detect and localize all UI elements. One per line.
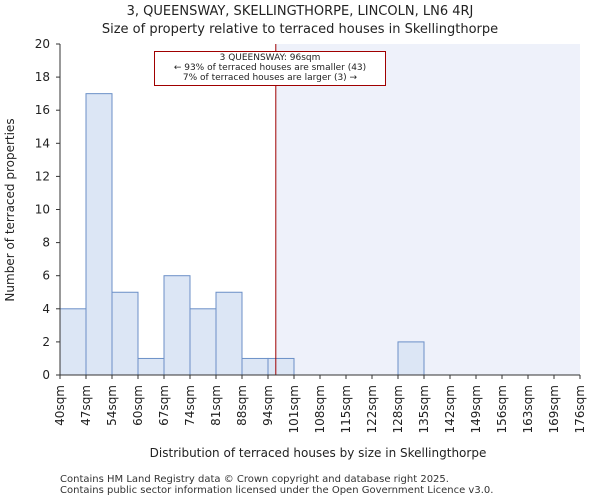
chart-title: 3, QUEENSWAY, SKELLINGTHORPE, LINCOLN, L…	[126, 4, 474, 19]
y-tick-label-2: 2	[42, 335, 50, 349]
x-tick-label-54sqm: 54sqm	[105, 385, 119, 426]
bar-88sqm	[241, 357, 269, 376]
x-tick-label-88sqm: 88sqm	[235, 385, 249, 426]
larger-properties-region	[275, 44, 580, 375]
x-tick-label-108sqm: 108sqm	[313, 385, 327, 433]
y-tick-label-6: 6	[42, 269, 50, 283]
x-tick-label-176sqm: 176sqm	[573, 385, 587, 433]
footer-copyright: Contains HM Land Registry data © Crown c…	[60, 474, 449, 485]
x-tick-label-47sqm: 47sqm	[79, 385, 93, 426]
y-tick-label-20: 20	[35, 37, 50, 51]
y-tick-label-16: 16	[35, 103, 50, 117]
bar-60sqm	[137, 357, 165, 376]
y-tick-label-8: 8	[42, 236, 50, 250]
x-axis-label: Distribution of terraced houses by size …	[150, 446, 487, 460]
bar-67sqm	[163, 275, 191, 376]
x-tick-label-60sqm: 60sqm	[131, 385, 145, 426]
x-tick-label-142sqm: 142sqm	[443, 385, 457, 433]
annotation-larger: 7% of terraced houses are larger (3) →	[182, 73, 358, 83]
x-tick-label-163sqm: 163sqm	[521, 385, 535, 433]
bar-74sqm	[189, 308, 217, 376]
x-tick-label-122sqm: 122sqm	[365, 385, 379, 433]
annotation-title: 3 QUEENSWAY: 96sqm	[219, 53, 321, 63]
x-tick-label-149sqm: 149sqm	[469, 385, 483, 433]
x-tick-label-169sqm: 169sqm	[547, 385, 561, 433]
y-tick-label-4: 4	[42, 302, 50, 316]
bar-54sqm	[111, 291, 139, 376]
bar-81sqm	[215, 291, 243, 376]
x-tick-label-74sqm: 74sqm	[183, 385, 197, 426]
bar-94sqm	[267, 357, 295, 376]
property-annotation: 3 QUEENSWAY: 96sqm ← 93% of terraced hou…	[154, 51, 386, 86]
bar-40sqm	[59, 308, 87, 376]
x-tick-label-101sqm: 101sqm	[287, 385, 301, 433]
highlight-region	[275, 44, 580, 375]
axes: 0 2 4 6 8 10 12 14 16 18 20 40sqm 47sqm 54sqm 60sqm 67s…	[35, 37, 587, 433]
x-tick-label-67sqm: 67sqm	[157, 385, 171, 426]
x-tick-label-128sqm: 128sqm	[391, 385, 405, 433]
annotation-smaller: ← 93% of terraced houses are smaller (43…	[173, 63, 367, 73]
y-tick-label-12: 12	[35, 169, 50, 183]
y-tick-label-0: 0	[42, 368, 50, 382]
y-axis-label: Number of terraced properties	[3, 118, 17, 301]
bar-47sqm	[85, 93, 113, 376]
footer: Contains HM Land Registry data © Crown c…	[60, 474, 493, 496]
y-tick-label-10: 10	[35, 203, 50, 217]
y-tick-label-18: 18	[35, 70, 50, 84]
x-tick-label-94sqm: 94sqm	[261, 385, 275, 426]
x-tick-label-40sqm: 40sqm	[53, 385, 67, 426]
chart-subtitle: Size of property relative to terraced ho…	[101, 22, 499, 37]
bar-128sqm	[397, 341, 425, 376]
bars	[59, 93, 425, 376]
x-tick-label-135sqm: 135sqm	[417, 385, 431, 433]
y-tick-label-14: 14	[35, 136, 50, 150]
footer-licence: Contains public sector information licen…	[60, 485, 494, 496]
x-tick-label-115sqm: 115sqm	[339, 385, 353, 433]
x-tick-label-156sqm: 156sqm	[495, 385, 509, 433]
x-tick-label-81sqm: 81sqm	[209, 385, 223, 426]
